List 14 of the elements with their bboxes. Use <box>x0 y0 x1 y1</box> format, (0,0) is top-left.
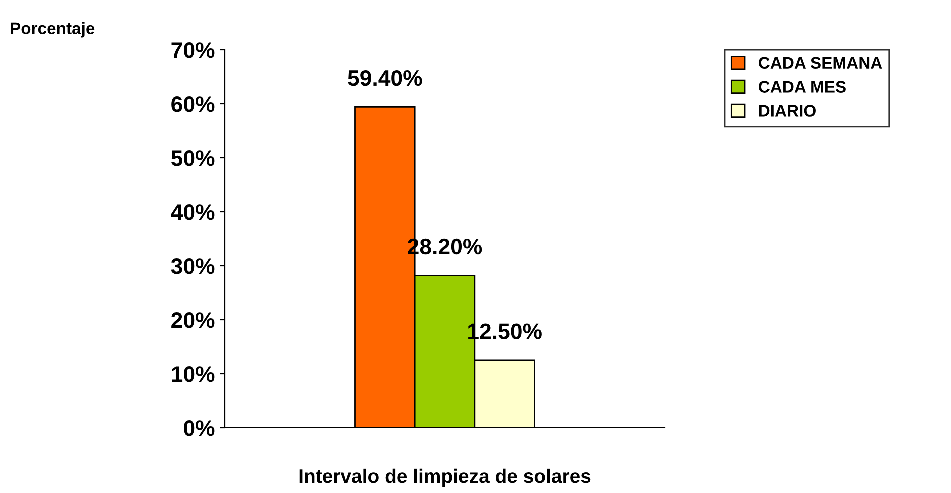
y-tick-label: 40% <box>171 204 215 220</box>
y-tick-label: 60% <box>172 96 215 112</box>
y-tick-label: 0% <box>184 420 215 436</box>
y-axis-title: Porcentaje <box>11 22 95 38</box>
y-tick-label: 10% <box>172 366 215 382</box>
legend-label: CADA SEMANA <box>759 57 882 69</box>
legend-label: DIARIO <box>759 105 816 117</box>
y-tick-label: 20% <box>172 312 215 328</box>
legend-label: CADA MES <box>759 81 846 93</box>
y-tick-label: 30% <box>171 258 215 274</box>
y-tick-label: 50% <box>171 150 215 166</box>
y-tick-label: 70% <box>172 42 215 58</box>
x-axis-title: Intervalo de limpieza de solares <box>300 468 591 488</box>
data-label: 59.40% <box>348 70 422 86</box>
